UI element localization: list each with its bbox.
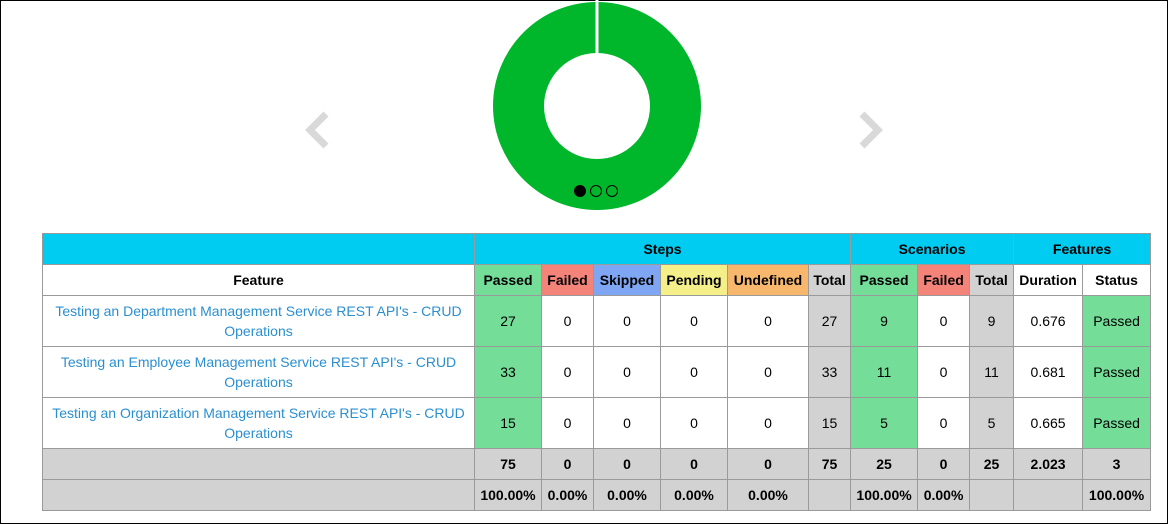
feature-row: Testing an Organization Management Servi…: [42, 397, 1152, 449]
steps-total-cell: 33: [807, 346, 852, 398]
pct-scenarios-passed: 100.00%: [850, 479, 919, 511]
scenarios-failed-cell: 0: [917, 397, 971, 449]
feature-link[interactable]: Testing an Employee Management Service R…: [60, 354, 457, 390]
totals-label-cell: [42, 448, 475, 480]
duration-header[interactable]: Duration: [1013, 264, 1084, 296]
pct-steps-total: [807, 479, 852, 511]
carousel-dot-2[interactable]: [590, 185, 602, 197]
steps-undefined-cell: 0: [727, 397, 809, 449]
donut-slice-passed[interactable]: [493, 2, 701, 210]
steps-failed-cell: 0: [541, 346, 594, 398]
feature-link[interactable]: Testing an Department Management Service…: [55, 303, 462, 339]
chevron-left-icon[interactable]: [302, 110, 332, 150]
feature-name-cell: Testing an Employee Management Service R…: [42, 346, 475, 398]
percentages-row: 100.00% 0.00% 0.00% 0.00% 0.00% 100.00% …: [42, 479, 1152, 511]
steps-total-cell: 15: [807, 397, 852, 449]
steps-passed-cell: 27: [474, 295, 542, 347]
total-steps-failed: 0: [541, 448, 594, 480]
steps-pending-header[interactable]: Pending: [660, 264, 728, 296]
steps-failed-cell: 0: [541, 295, 594, 347]
total-scenarios-failed: 0: [917, 448, 971, 480]
feature-row: Testing an Department Management Service…: [42, 295, 1152, 347]
pct-steps-undefined: 0.00%: [727, 479, 809, 511]
carousel-dot-3[interactable]: [606, 185, 618, 197]
group-header-row: Steps Scenarios Features: [42, 233, 1152, 265]
status-cell: Passed: [1082, 346, 1152, 398]
steps-pending-cell: 0: [660, 295, 728, 347]
pct-features-passed: 100.00%: [1082, 479, 1152, 511]
carousel-dot-1[interactable]: [574, 185, 586, 197]
feature-row: Testing an Employee Management Service R…: [42, 346, 1152, 398]
percent-label-cell: [42, 479, 475, 511]
status-cell: Passed: [1082, 397, 1152, 449]
empty-group-header: [42, 233, 475, 265]
status-cell: Passed: [1082, 295, 1152, 347]
pct-scenarios-total: [969, 479, 1015, 511]
scenarios-failed-header[interactable]: Failed: [917, 264, 971, 296]
steps-passed-header[interactable]: Passed: [474, 264, 542, 296]
steps-passed-cell: 15: [474, 397, 542, 449]
steps-donut-chart: [493, 0, 701, 210]
chart-carousel: [0, 0, 1168, 215]
steps-undefined-cell: 0: [727, 295, 809, 347]
status-header[interactable]: Status: [1082, 264, 1152, 296]
steps-pending-cell: 0: [660, 346, 728, 398]
duration-cell: 0.665: [1013, 397, 1084, 449]
total-scenarios-total: 25: [969, 448, 1015, 480]
duration-cell: 0.681: [1013, 346, 1084, 398]
steps-total-header[interactable]: Total: [807, 264, 852, 296]
chevron-right-icon[interactable]: [856, 110, 886, 150]
pct-steps-passed: 100.00%: [474, 479, 542, 511]
feature-name-cell: Testing an Department Management Service…: [42, 295, 475, 347]
pct-steps-failed: 0.00%: [541, 479, 594, 511]
pct-steps-skipped: 0.00%: [593, 479, 661, 511]
scenarios-passed-cell: 9: [850, 295, 919, 347]
steps-undefined-header[interactable]: Undefined: [727, 264, 809, 296]
steps-passed-cell: 33: [474, 346, 542, 398]
pct-steps-pending: 0.00%: [660, 479, 728, 511]
total-steps-undefined: 0: [727, 448, 809, 480]
steps-group-header: Steps: [473, 233, 852, 265]
carousel-indicators: [574, 185, 618, 197]
steps-skipped-header[interactable]: Skipped: [593, 264, 661, 296]
total-steps-total: 75: [807, 448, 852, 480]
total-features-count: 3: [1082, 448, 1152, 480]
scenarios-failed-cell: 0: [917, 346, 971, 398]
feature-link[interactable]: Testing an Organization Management Servi…: [52, 405, 465, 441]
scenarios-failed-cell: 0: [917, 295, 971, 347]
steps-skipped-cell: 0: [593, 397, 661, 449]
total-steps-passed: 75: [474, 448, 542, 480]
features-group-header: Features: [1013, 233, 1152, 265]
scenarios-total-cell: 5: [969, 397, 1015, 449]
total-steps-pending: 0: [660, 448, 728, 480]
steps-total-cell: 27: [807, 295, 852, 347]
scenarios-total-cell: 11: [969, 346, 1015, 398]
total-steps-skipped: 0: [593, 448, 661, 480]
scenarios-passed-cell: 11: [850, 346, 919, 398]
steps-failed-cell: 0: [541, 397, 594, 449]
scenarios-passed-header[interactable]: Passed: [850, 264, 919, 296]
totals-row: 75 0 0 0 0 75 25 0 25 2.023 3: [42, 448, 1152, 480]
scenarios-passed-cell: 5: [850, 397, 919, 449]
feature-column-header[interactable]: Feature: [42, 264, 475, 296]
duration-cell: 0.676: [1013, 295, 1084, 347]
steps-undefined-cell: 0: [727, 346, 809, 398]
scenarios-group-header: Scenarios: [850, 233, 1015, 265]
total-duration: 2.023: [1013, 448, 1084, 480]
steps-skipped-cell: 0: [593, 346, 661, 398]
features-report-table: Steps Scenarios Features Feature Passed …: [42, 233, 1152, 511]
steps-pending-cell: 0: [660, 397, 728, 449]
scenarios-total-cell: 9: [969, 295, 1015, 347]
steps-failed-header[interactable]: Failed: [541, 264, 594, 296]
pct-scenarios-failed: 0.00%: [917, 479, 971, 511]
steps-skipped-cell: 0: [593, 295, 661, 347]
scenarios-total-header[interactable]: Total: [969, 264, 1015, 296]
total-scenarios-passed: 25: [850, 448, 919, 480]
feature-name-cell: Testing an Organization Management Servi…: [42, 397, 475, 449]
column-header-row: Feature Passed Failed Skipped Pending Un…: [42, 264, 1152, 296]
pct-duration: [1013, 479, 1084, 511]
